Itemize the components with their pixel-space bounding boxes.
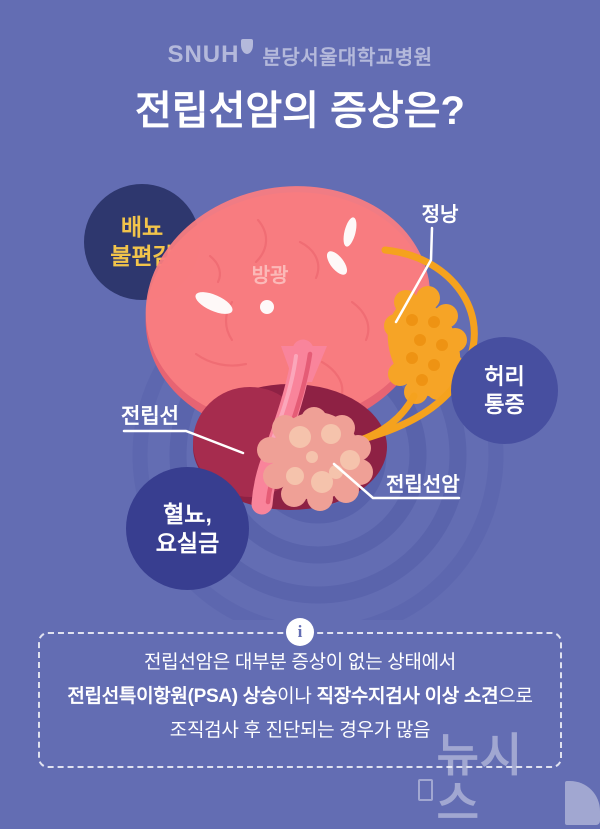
badge-back-pain: 허리 통증 bbox=[451, 337, 558, 444]
bladder-shape bbox=[145, 186, 431, 434]
prostate-cancer-shape bbox=[257, 407, 373, 511]
snuh-wordmark: SNUH bbox=[167, 39, 254, 69]
label-seminal-vesicle: 정낭 bbox=[421, 204, 459, 226]
label-bladder: 방광 bbox=[251, 265, 289, 287]
badge-line: 허리 bbox=[484, 364, 525, 390]
info-icon: i bbox=[286, 618, 314, 646]
info-box-text: 전립선암은 대부분 증상이 없는 상태에서 전립선특이항원(PSA) 상승이나 … bbox=[40, 646, 560, 748]
shield-icon bbox=[241, 39, 254, 54]
newsis-watermark: 뉴시스 bbox=[418, 731, 600, 827]
seminal-vesicle-shape bbox=[384, 286, 467, 404]
hospital-name: 분당서울대학교병원 bbox=[262, 46, 433, 69]
snuh-text: SNUH bbox=[167, 41, 240, 68]
watermark-stamp bbox=[418, 779, 433, 801]
badge-line: 혈뇨, bbox=[163, 500, 212, 527]
label-pointer-lines bbox=[122, 226, 461, 500]
label-prostate-cancer: 전립선암 bbox=[386, 474, 460, 496]
newsis-logo-mark bbox=[565, 781, 600, 825]
info-line-1: 전립선암은 대부분 증상이 없는 상태에서 bbox=[144, 652, 456, 673]
badge-hematuria-incontinence: 혈뇨, 요실금 bbox=[126, 467, 249, 590]
hospital-logo: SNUH 분당서울대학교병원 bbox=[0, 39, 600, 69]
badge-line: 배뇨 bbox=[120, 214, 164, 241]
anatomy-illustration bbox=[122, 186, 504, 620]
badge-line: 통증 bbox=[484, 391, 525, 417]
badge-line: 요실금 bbox=[155, 529, 220, 556]
page-title: 전립선암의 증상은? bbox=[135, 89, 465, 133]
info-line-3: 조직검사 후 진단되는 경우가 많음 bbox=[169, 720, 431, 741]
watermark-text: 뉴시스 bbox=[436, 729, 524, 829]
label-prostate: 전립선 bbox=[121, 405, 179, 428]
info-line-2: 전립선특이항원(PSA) 상승이나 직장수지검사 이상 소견으로 bbox=[67, 686, 533, 707]
